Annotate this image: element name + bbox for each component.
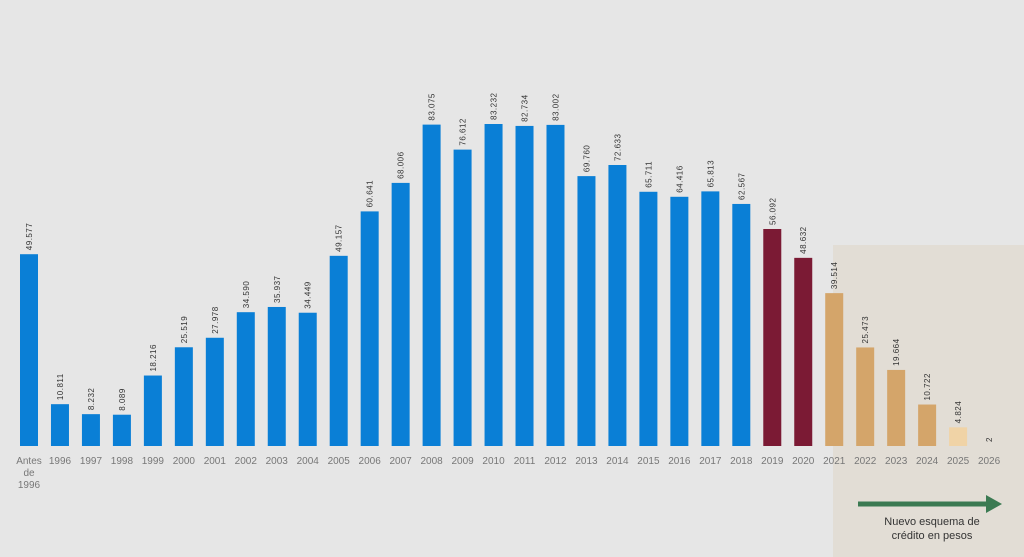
- x-tick-label: 1998: [110, 456, 134, 467]
- value-label: 65.711: [644, 161, 653, 188]
- x-tick-label: 2018: [730, 456, 753, 467]
- value-label: 49.577: [25, 223, 34, 251]
- value-label: 69.760: [582, 145, 591, 173]
- bar: [236, 312, 255, 446]
- bar: [298, 312, 317, 446]
- value-label: 35.937: [273, 275, 282, 303]
- value-label: 83.002: [551, 93, 560, 121]
- x-tick-label: 2014: [606, 456, 629, 467]
- bar: [949, 427, 968, 446]
- value-label: 25.519: [180, 316, 189, 344]
- x-tick-label: 2008: [420, 456, 443, 467]
- value-label: 34.590: [242, 281, 251, 309]
- value-label: 4.824: [954, 401, 963, 424]
- x-tick-label: 2025: [946, 456, 970, 467]
- value-label: 10.811: [56, 373, 65, 400]
- bar: [732, 203, 751, 446]
- x-tick-label: 2011: [513, 456, 536, 467]
- x-tick-label: 2002: [234, 456, 257, 467]
- x-tick-label: 2024: [916, 456, 939, 467]
- x-tick-label: 2005: [327, 456, 350, 467]
- arrow-head: [986, 495, 1002, 513]
- x-tick-label: 2012: [544, 456, 567, 467]
- value-label: 2: [985, 437, 994, 442]
- bar: [360, 211, 379, 446]
- bar: [422, 124, 441, 446]
- bar: [391, 182, 410, 446]
- x-tick-label: 2004: [296, 456, 319, 467]
- x-tick-label: 2010: [482, 456, 505, 467]
- bar: [81, 414, 100, 446]
- value-label: 10.722: [923, 373, 932, 401]
- x-tick-label: 2026: [977, 456, 1001, 467]
- annotation: Nuevo esquema de crédito en pesos: [884, 516, 980, 542]
- bar: [546, 124, 565, 446]
- x-tick-label: 2001: [203, 456, 226, 467]
- value-label: 8.089: [118, 388, 127, 411]
- value-label: 65.813: [706, 160, 715, 188]
- bar: [143, 375, 162, 446]
- value-label: 25.473: [861, 316, 870, 344]
- value-label: 68.006: [397, 151, 406, 179]
- value-label: 8.232: [87, 388, 96, 411]
- x-tick-label: 2021: [823, 456, 846, 467]
- value-label: 18.216: [149, 344, 158, 372]
- bar: [453, 149, 472, 446]
- x-tick-label: 2022: [854, 456, 877, 467]
- value-label: 72.633: [613, 133, 622, 161]
- bar: [763, 228, 782, 446]
- x-tick-label: 2016: [668, 456, 691, 467]
- bar: [205, 337, 224, 446]
- value-label: 56.092: [768, 197, 777, 225]
- x-tick-label: 2017: [699, 456, 722, 467]
- x-tick-label: 2020: [792, 456, 815, 467]
- value-label: 34.449: [304, 281, 313, 309]
- bar: [825, 293, 844, 446]
- bar: [267, 306, 286, 446]
- x-tick-label: 1996: [48, 456, 72, 467]
- bar: [639, 191, 658, 446]
- bar: [112, 414, 131, 446]
- value-label: 27.978: [211, 306, 220, 334]
- bar: [329, 255, 348, 446]
- bar: [918, 404, 937, 446]
- bar: [608, 165, 627, 446]
- bar: [174, 347, 193, 446]
- value-label: 82.734: [521, 94, 530, 122]
- x-tick-label: 2000: [172, 456, 195, 467]
- bar: [577, 176, 596, 446]
- x-tick-label: Antes de 1996: [16, 456, 42, 491]
- value-label: 83.232: [490, 92, 499, 120]
- bar: [794, 257, 813, 446]
- value-label: 19.664: [892, 338, 901, 366]
- bar: [50, 404, 69, 446]
- bar: [856, 347, 875, 446]
- value-label: 60.641: [366, 180, 375, 208]
- x-tick-label: 2023: [885, 456, 908, 467]
- bar: [515, 125, 534, 447]
- x-tick-label: 2019: [761, 456, 784, 467]
- x-tick-label: 2009: [451, 456, 474, 467]
- bar: [484, 124, 503, 446]
- x-tick-label: 2013: [575, 456, 598, 467]
- bar: [20, 254, 38, 446]
- x-tick-label: 2003: [265, 456, 288, 467]
- value-label: 39.514: [830, 262, 839, 290]
- x-tick-label: 2007: [389, 456, 412, 467]
- x-tick-label: 2015: [637, 456, 660, 467]
- x-tick-label: 2006: [358, 456, 381, 467]
- value-label: 49.157: [335, 224, 344, 252]
- value-label: 64.416: [675, 165, 684, 193]
- value-label: 83.075: [428, 93, 437, 121]
- bar: [670, 196, 689, 446]
- value-label: 48.632: [799, 226, 808, 254]
- bar: [887, 369, 906, 446]
- bar: [701, 191, 720, 446]
- x-tick-label: 1999: [141, 456, 164, 467]
- value-label: 62.567: [737, 172, 746, 200]
- x-tick-label: 1997: [79, 456, 103, 467]
- value-label: 76.612: [459, 118, 468, 146]
